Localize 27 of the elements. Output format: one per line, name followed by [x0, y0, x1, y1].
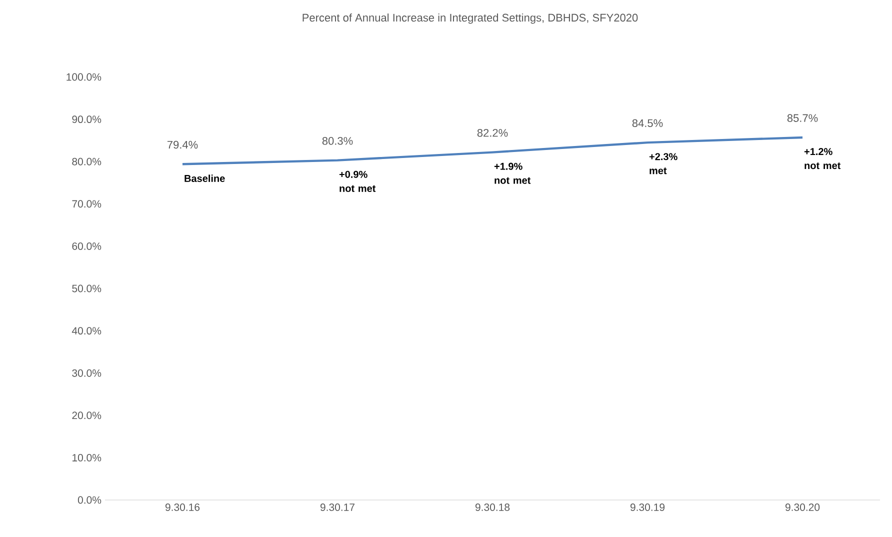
text: 82.2% [477, 128, 508, 137]
y-tick-label: 70.0% [72, 200, 102, 208]
annotation: Baseline [184, 174, 225, 182]
chart-title: Percent of Annual Increase in Integrated Settings, DBHDS, SFY2020 [302, 14, 638, 24]
y-tick-label: 80.0% [72, 158, 102, 166]
x-tick-label: 9.30.16 [165, 504, 200, 511]
text: 85.7% [787, 114, 818, 122]
annotation: +0.9% not met [339, 170, 376, 192]
text: 79.4% [167, 140, 198, 149]
y-tick-label: 0.0% [78, 496, 102, 504]
x-tick-label: 9.30.18 [475, 504, 510, 511]
text: 84.5% [632, 119, 663, 128]
y-tick-label: 50.0% [72, 284, 102, 292]
x-tick-label: 9.30.17 [320, 504, 354, 511]
y-tick-label: 30.0% [72, 369, 102, 377]
y-tick-label: 90.0% [72, 116, 102, 124]
y-tick-label: 20.0% [72, 412, 102, 420]
y-tick-label: 10.0% [72, 454, 102, 462]
x-tick-label: 9.30.20 [785, 504, 820, 511]
y-tick-label: 60.0% [72, 242, 102, 250]
text: 80.3% [322, 137, 353, 145]
x-tick-label: 9.30.19 [630, 504, 665, 511]
y-tick-label: 100.0% [66, 73, 102, 81]
y-tick-label: 40.0% [72, 327, 102, 335]
annotation: +1.9% not met [494, 162, 531, 184]
annotation: +2.3% met [649, 153, 678, 174]
annotation: +1.2% not met [804, 148, 841, 170]
